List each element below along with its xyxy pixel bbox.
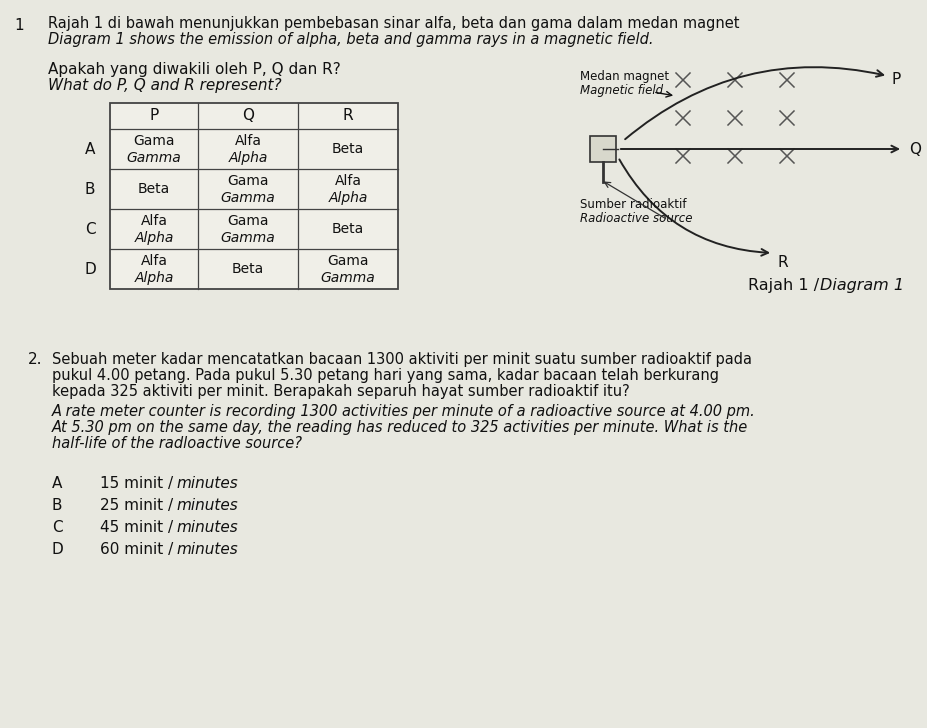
Text: A: A bbox=[52, 476, 62, 491]
Text: minutes: minutes bbox=[176, 476, 238, 491]
Text: Gamma: Gamma bbox=[221, 191, 275, 205]
Text: 2.: 2. bbox=[28, 352, 43, 367]
Text: Q: Q bbox=[908, 141, 920, 157]
Text: B: B bbox=[84, 181, 95, 197]
Text: Medan magnet: Medan magnet bbox=[579, 70, 668, 83]
Text: Apakah yang diwakili oleh P, Q dan R?: Apakah yang diwakili oleh P, Q dan R? bbox=[48, 62, 340, 77]
Text: Radioactive source: Radioactive source bbox=[579, 212, 692, 225]
Text: What do P, Q and R represent?: What do P, Q and R represent? bbox=[48, 78, 281, 93]
Text: 1: 1 bbox=[14, 18, 23, 33]
Text: 25 minit /: 25 minit / bbox=[100, 498, 178, 513]
Text: Beta: Beta bbox=[232, 262, 264, 276]
Text: D: D bbox=[84, 261, 95, 277]
Text: minutes: minutes bbox=[176, 498, 238, 513]
Text: Alfa: Alfa bbox=[334, 174, 362, 188]
Text: C: C bbox=[52, 520, 62, 535]
Text: Alpha: Alpha bbox=[134, 271, 173, 285]
Text: Alfa: Alfa bbox=[140, 214, 167, 228]
Text: Alfa: Alfa bbox=[235, 134, 261, 148]
Text: 60 minit /: 60 minit / bbox=[100, 542, 178, 557]
Text: Gama: Gama bbox=[327, 254, 368, 268]
Text: 45 minit /: 45 minit / bbox=[100, 520, 178, 535]
Text: Sumber radioaktif: Sumber radioaktif bbox=[579, 198, 686, 211]
Bar bbox=[110, 103, 398, 289]
Bar bbox=[590, 136, 616, 162]
Text: A rate meter counter is recording 1300 activities per minute of a radioactive so: A rate meter counter is recording 1300 a… bbox=[52, 404, 755, 419]
Text: Diagram 1: Diagram 1 bbox=[819, 278, 903, 293]
Text: B: B bbox=[52, 498, 62, 513]
Text: Sebuah meter kadar mencatatkan bacaan 1300 aktiviti per minit suatu sumber radio: Sebuah meter kadar mencatatkan bacaan 13… bbox=[52, 352, 751, 367]
Text: Diagram 1 shows the emission of alpha, beta and gamma rays in a magnetic field.: Diagram 1 shows the emission of alpha, b… bbox=[48, 32, 653, 47]
Text: Rajah 1 di bawah menunjukkan pembebasan sinar alfa, beta dan gama dalam medan ma: Rajah 1 di bawah menunjukkan pembebasan … bbox=[48, 16, 739, 31]
Text: Gama: Gama bbox=[227, 174, 269, 188]
Text: Magnetic field: Magnetic field bbox=[579, 84, 663, 97]
Text: C: C bbox=[84, 221, 95, 237]
Text: Rajah 1 /: Rajah 1 / bbox=[747, 278, 823, 293]
Text: Gamma: Gamma bbox=[321, 271, 375, 285]
Text: kepada 325 aktiviti per minit. Berapakah separuh hayat sumber radioaktif itu?: kepada 325 aktiviti per minit. Berapakah… bbox=[52, 384, 629, 399]
Text: half-life of the radloactive source?: half-life of the radloactive source? bbox=[52, 436, 301, 451]
Text: minutes: minutes bbox=[176, 542, 238, 557]
Text: Gamma: Gamma bbox=[126, 151, 181, 165]
Text: Beta: Beta bbox=[332, 222, 363, 236]
Text: R: R bbox=[777, 255, 788, 270]
Text: Beta: Beta bbox=[138, 182, 170, 196]
Text: R: R bbox=[342, 108, 353, 124]
Text: Beta: Beta bbox=[332, 142, 363, 156]
Text: pukul 4.00 petang. Pada pukul 5.30 petang hari yang sama, kadar bacaan telah ber: pukul 4.00 petang. Pada pukul 5.30 petan… bbox=[52, 368, 718, 383]
Text: Alfa: Alfa bbox=[140, 254, 167, 268]
Text: minutes: minutes bbox=[176, 520, 238, 535]
Text: A: A bbox=[84, 141, 95, 157]
Text: Alpha: Alpha bbox=[134, 231, 173, 245]
Text: Gamma: Gamma bbox=[221, 231, 275, 245]
Text: Gama: Gama bbox=[133, 134, 174, 148]
Text: Gama: Gama bbox=[227, 214, 269, 228]
Text: D: D bbox=[52, 542, 64, 557]
Text: At 5.30 pm on the same day, the reading has reduced to 325 activities per minute: At 5.30 pm on the same day, the reading … bbox=[52, 420, 747, 435]
Text: P: P bbox=[891, 72, 900, 87]
Text: P: P bbox=[149, 108, 159, 124]
Text: Alpha: Alpha bbox=[328, 191, 367, 205]
Text: Alpha: Alpha bbox=[228, 151, 267, 165]
Text: 15 minit /: 15 minit / bbox=[100, 476, 178, 491]
Text: Q: Q bbox=[242, 108, 254, 124]
